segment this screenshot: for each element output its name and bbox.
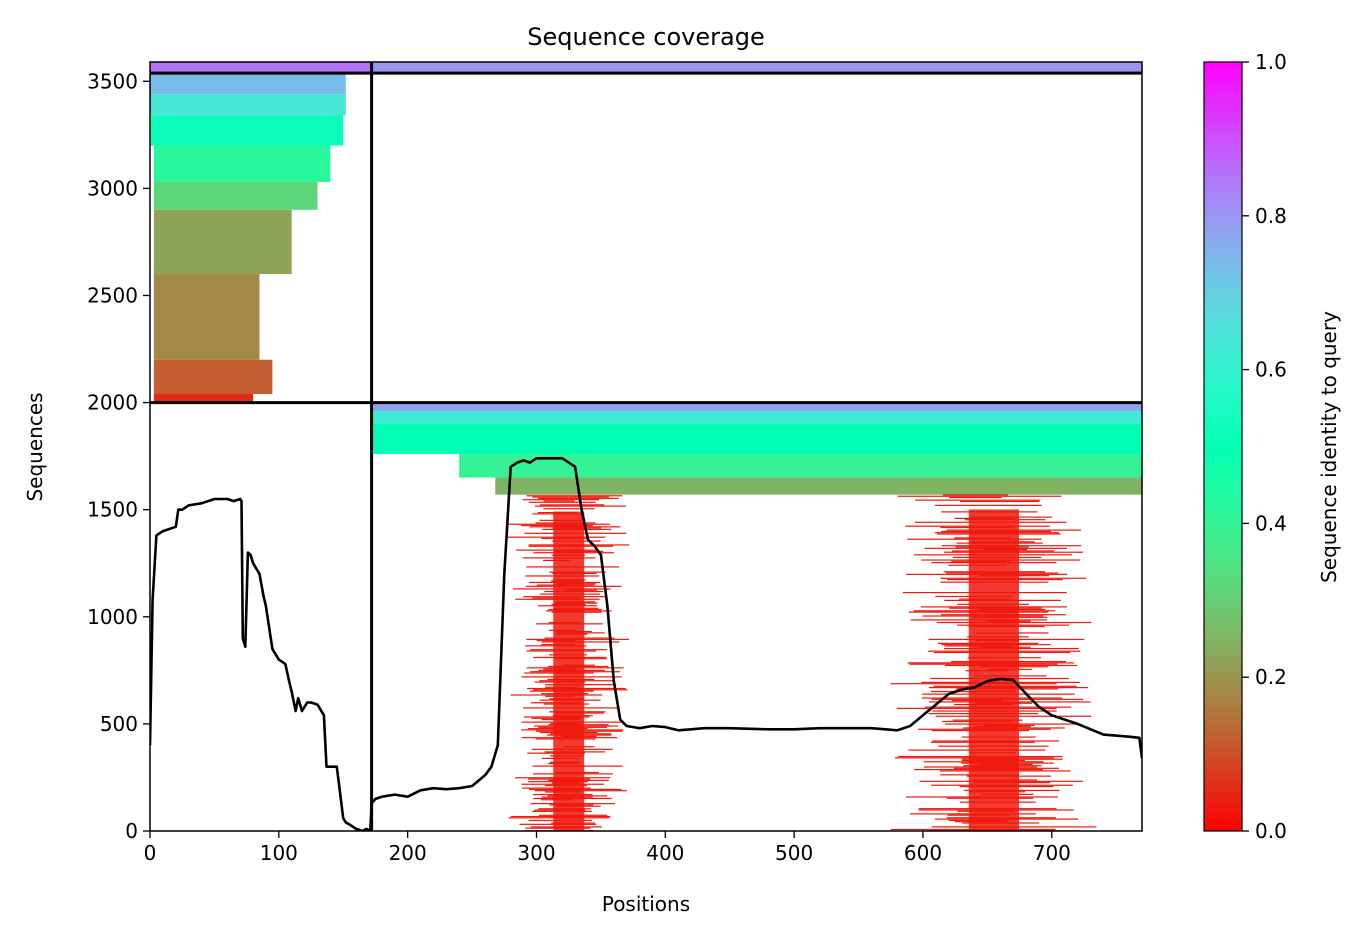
- x-tick-label: 300: [517, 841, 555, 865]
- colorbar-tick-label: 0.0: [1255, 819, 1287, 843]
- coverage-band: [371, 424, 1142, 454]
- coverage-band: [150, 115, 344, 146]
- coverage-band: [153, 145, 331, 182]
- alignment-segment: [539, 504, 605, 506]
- alignment-segment: [526, 495, 623, 497]
- alignment-segment: [537, 497, 619, 499]
- coverage-band: [153, 181, 318, 210]
- alignment-segment: [543, 500, 575, 502]
- y-axis: 0 500 1000 1500 2000 2500 3000 3500: [87, 69, 150, 843]
- y-tick-label: 0: [125, 819, 138, 843]
- alignment-segment: [960, 500, 1040, 503]
- alignment-segment: [897, 495, 1062, 497]
- colorbar-tick-label: 0.2: [1255, 665, 1287, 689]
- coverage-band: [153, 394, 254, 403]
- colorbar-tick-label: 0.8: [1255, 204, 1287, 228]
- alignment-core: [553, 511, 585, 831]
- x-tick-label: 400: [646, 841, 684, 865]
- alignment-segment: [915, 499, 1041, 501]
- y-tick-label: 500: [100, 712, 138, 736]
- alignment-segment: [528, 501, 596, 503]
- x-axis: 0 100 200 300 400 500 600 700: [144, 831, 1071, 865]
- coverage-band: [371, 411, 1142, 425]
- x-tick-label: 0: [144, 841, 157, 865]
- coverage-band: [153, 274, 260, 360]
- coverage-band: [150, 94, 346, 116]
- coverage-band: [153, 359, 273, 395]
- alignment-core: [968, 509, 1019, 831]
- colorbar-tick-label: 1.0: [1255, 50, 1287, 74]
- alignment-segment: [934, 504, 1042, 506]
- y-tick-label: 1500: [87, 498, 138, 522]
- y-tick-label: 3000: [87, 176, 138, 200]
- coverage-line: [150, 456, 1142, 831]
- x-axis-label: Positions: [602, 892, 690, 916]
- x-tick-label: 600: [904, 841, 942, 865]
- alignment-segment: [949, 496, 1002, 499]
- coverage-band: [371, 62, 1142, 73]
- coverage-band: [150, 72, 346, 95]
- y-tick-label: 2000: [87, 391, 138, 415]
- colorbar-tick-label: 0.6: [1255, 358, 1287, 382]
- colorbar: [1203, 61, 1243, 832]
- coverage-band: [150, 62, 372, 73]
- colorbar-tick-label: 0.4: [1255, 511, 1287, 535]
- y-axis-label: Sequences: [23, 392, 47, 501]
- x-tick-label: 200: [389, 841, 427, 865]
- coverage-band: [495, 477, 1142, 495]
- y-tick-label: 2500: [87, 283, 138, 307]
- coverage-line-layer: [150, 456, 1142, 831]
- chart-title: Sequence coverage: [527, 23, 764, 51]
- y-tick-label: 3500: [87, 69, 138, 93]
- alignment-segment: [532, 496, 609, 498]
- coverage-heatmap: [150, 62, 1142, 831]
- colorbar-label: Sequence identity to query: [1317, 311, 1341, 583]
- chain-boundaries: [150, 62, 1142, 831]
- y-tick-label: 1000: [87, 605, 138, 629]
- x-tick-label: 700: [1033, 841, 1071, 865]
- alignment-segment: [543, 508, 595, 510]
- plot-frame: [149, 61, 1143, 832]
- x-tick-label: 100: [260, 841, 298, 865]
- colorbar-axis: 0.0 0.2 0.4 0.6 0.8 1.0: [1242, 50, 1287, 843]
- alignment-segment: [522, 499, 600, 501]
- coverage-band: [371, 402, 1142, 412]
- coverage-band: [459, 453, 1142, 478]
- alignment-segment: [942, 494, 1008, 496]
- x-tick-label: 500: [775, 841, 813, 865]
- coverage-band: [153, 209, 292, 275]
